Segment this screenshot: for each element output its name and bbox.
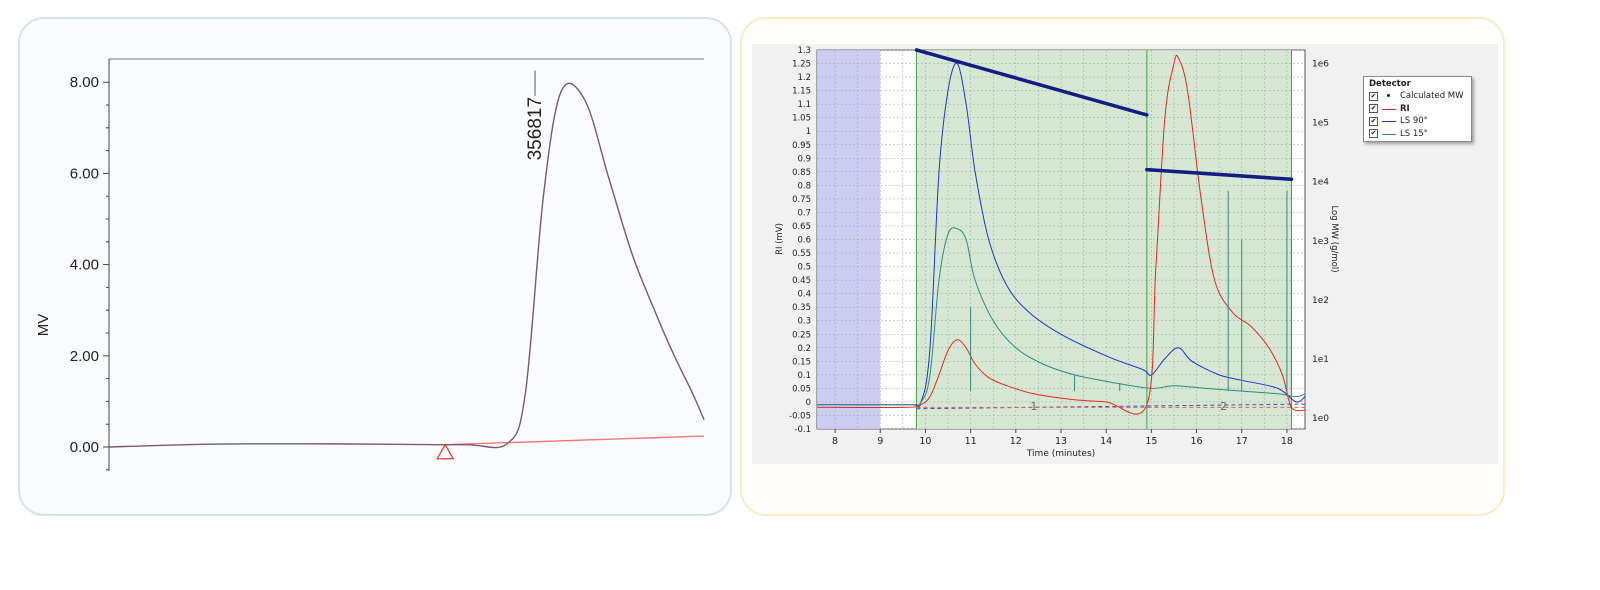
y2-tick-label: 1e0 xyxy=(1312,414,1329,424)
y2-tick-label: 1e1 xyxy=(1312,355,1329,365)
y-tick-label: 0.45 xyxy=(792,276,811,286)
legend-item-ls90[interactable]: ✔ LS 90° xyxy=(1369,115,1466,128)
y-tick-label: 1.1 xyxy=(797,100,811,110)
legend-item-calculated-mw[interactable]: ✔ Calculated MW xyxy=(1369,90,1466,103)
x-tick-label: 12 xyxy=(1010,436,1022,447)
x-tick-label: 9 xyxy=(877,436,883,447)
checkbox-icon[interactable]: ✔ xyxy=(1369,129,1378,139)
y-tick-label: 4.00 xyxy=(70,257,99,274)
chart-panel-right: -0.1 -0.05 0 0.05 0.1 0.15 0.2 0.25 0.3 0.35 0.4 0.… xyxy=(740,17,1505,516)
y-tick-label: 1.05 xyxy=(792,114,811,124)
y-tick-label: 6.00 xyxy=(70,165,99,182)
legend-label: Calculated MW xyxy=(1400,91,1464,102)
y-tick-label: 0.25 xyxy=(792,330,811,340)
x-tick-label: 8 xyxy=(832,436,838,447)
legend-label: LS 90° xyxy=(1400,116,1428,127)
y-tick-label: 8.00 xyxy=(70,74,99,91)
peak-label: 356817 xyxy=(525,97,546,160)
y2-axis-label: Log MW (g/mol) xyxy=(1329,205,1339,272)
x-tick-label: 13 xyxy=(1055,436,1067,447)
y-tick-label: 0.15 xyxy=(792,357,811,367)
legend-title: Detector xyxy=(1369,79,1411,89)
y-tick-label: 0.75 xyxy=(792,195,811,205)
y-tick-label: 0.5 xyxy=(797,263,811,273)
checkbox-icon[interactable]: ✔ xyxy=(1369,116,1378,126)
calculated-mw-line xyxy=(1145,167,1294,182)
y-axis-label: RI (mV) xyxy=(775,223,785,255)
y-tick-label: 0 xyxy=(806,398,811,408)
chromatogram-chart-left: 0.00 2.00 4.00 6.00 8.00 MV 356817 xyxy=(35,58,705,471)
y-tick-label: 1.25 xyxy=(792,60,811,70)
x-tick-label: 15 xyxy=(1145,436,1157,447)
baseline-dashed xyxy=(916,403,1306,410)
legend-label: LS 15° xyxy=(1400,128,1428,139)
x-tick-label: 18 xyxy=(1281,436,1293,447)
legend-item-ls15[interactable]: ✔ LS 15° xyxy=(1369,128,1466,141)
legend: Detector ✔ Calculated MW ✔ RI ✔ LS 90° ✔… xyxy=(1363,76,1472,142)
legend-item-ri[interactable]: ✔ RI xyxy=(1369,103,1466,116)
triangle-marker-icon xyxy=(436,443,455,460)
y-tick-label: 2.00 xyxy=(70,348,99,365)
blue-line-icon xyxy=(1382,117,1396,125)
chart-panel-left: 0.00 2.00 4.00 6.00 8.00 MV 356817 xyxy=(18,17,732,516)
red-line-icon xyxy=(1382,105,1396,113)
peak-number: 1 xyxy=(1030,400,1037,413)
y-tick-label: 0.65 xyxy=(792,222,811,232)
y-tick-label: 0.3 xyxy=(797,317,811,327)
y-tick-label: -0.1 xyxy=(794,425,811,435)
y-tick-label: 0.05 xyxy=(792,384,811,394)
y2-tick-label: 1e4 xyxy=(1312,178,1329,188)
dot-icon xyxy=(1382,92,1396,100)
y-tick-label: 0.7 xyxy=(797,208,811,218)
legend-label: RI xyxy=(1400,103,1410,114)
y2-tick-label: 1e6 xyxy=(1312,60,1329,70)
x-tick-label: 17 xyxy=(1236,436,1248,447)
y-tick-label: 1.3 xyxy=(797,46,811,56)
y-tick-label: 0.95 xyxy=(792,141,811,151)
teal-line-icon xyxy=(1382,130,1396,138)
y-tick-label: 0.00 xyxy=(70,439,99,456)
y2-tick-label: 1e2 xyxy=(1312,296,1329,306)
y-tick-label: 0.85 xyxy=(792,168,811,178)
y-tick-label: 0.35 xyxy=(792,303,811,313)
y-tick-label: 0.2 xyxy=(797,344,811,354)
x-axis-label: Time (minutes) xyxy=(1026,449,1095,459)
x-tick-label: 11 xyxy=(965,436,977,447)
y2-tick-label: 1e5 xyxy=(1312,119,1329,129)
y-tick-label: 0.1 xyxy=(797,371,811,381)
x-tick-label: 16 xyxy=(1191,436,1203,447)
calculated-mw-line xyxy=(914,48,1149,117)
ri-series-line xyxy=(816,54,1306,415)
y-tick-label: 1 xyxy=(806,127,811,137)
peak-number: 2 xyxy=(1220,400,1227,413)
y-tick-label: 1.2 xyxy=(797,73,811,83)
y-tick-label: 0.8 xyxy=(797,181,811,191)
y2-tick-label: 1e3 xyxy=(1312,237,1329,247)
checkbox-icon[interactable]: ✔ xyxy=(1369,91,1378,101)
y-tick-label: 0.9 xyxy=(797,154,811,164)
baseline-line xyxy=(445,435,705,446)
y-tick-label: 0.6 xyxy=(797,236,811,246)
x-tick-label: 14 xyxy=(1100,436,1112,447)
signal-trace xyxy=(108,82,705,449)
y-tick-label: 0.55 xyxy=(792,249,811,259)
y-tick-label: 0.4 xyxy=(797,290,811,300)
y-tick-label: 1.15 xyxy=(792,87,811,97)
ls90-series-line xyxy=(816,62,1306,408)
y-tick-label: -0.05 xyxy=(789,411,811,421)
x-tick-label: 10 xyxy=(919,436,931,447)
y-axis-label: MV xyxy=(35,314,52,337)
region-green xyxy=(916,50,1292,429)
checkbox-icon[interactable]: ✔ xyxy=(1369,104,1378,114)
